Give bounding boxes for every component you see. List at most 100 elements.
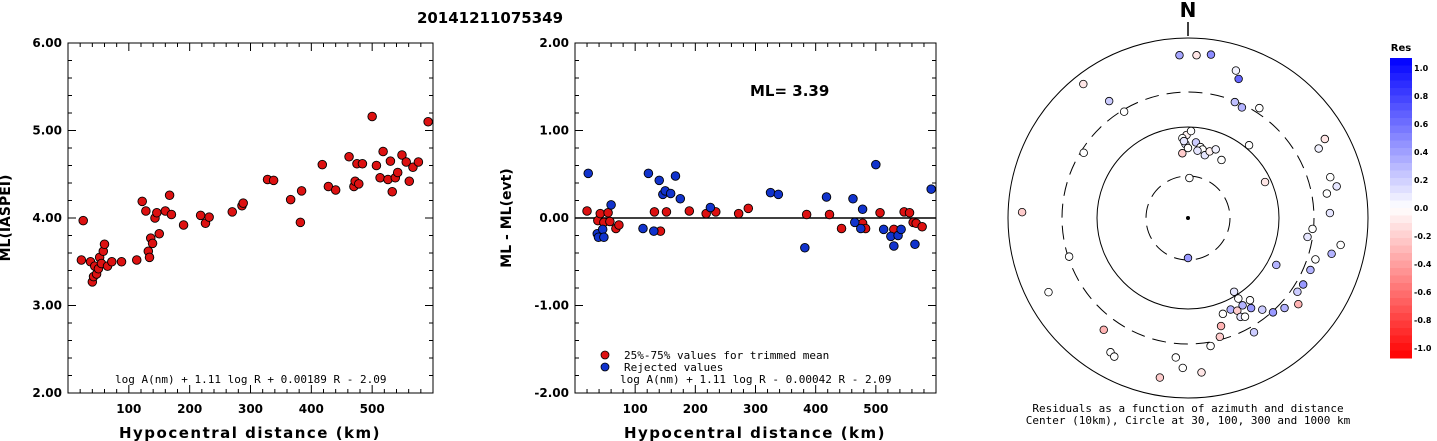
left-data-point bbox=[107, 257, 117, 267]
station-residual-marker bbox=[1215, 332, 1225, 342]
station-residual-marker bbox=[1308, 224, 1317, 234]
station-residual-marker bbox=[1272, 260, 1281, 270]
left-data-point bbox=[375, 172, 385, 183]
station-residual-marker bbox=[1206, 50, 1216, 59]
left-xlabel: Hypocentral distance (km) bbox=[119, 424, 381, 441]
left-x-tick-label: 100 bbox=[116, 402, 141, 416]
left-data-point bbox=[227, 207, 237, 217]
left-data-point bbox=[147, 238, 158, 249]
left-data-point bbox=[404, 176, 415, 186]
station-residual-marker bbox=[1311, 255, 1320, 264]
colorbar-cell bbox=[1390, 208, 1412, 216]
colorbar-cell bbox=[1390, 350, 1412, 359]
left-x-tick-label: 200 bbox=[177, 402, 202, 416]
left-data-point bbox=[178, 220, 189, 230]
colorbar-cell bbox=[1390, 253, 1412, 261]
middle-data-point-trimmed bbox=[836, 223, 847, 234]
left-y-tick-label: 3.00 bbox=[32, 299, 62, 313]
station-residual-marker bbox=[1303, 232, 1312, 242]
station-residual-marker bbox=[1179, 136, 1189, 146]
polar-points bbox=[1017, 50, 1345, 382]
middle-x-tick-label: 300 bbox=[743, 402, 768, 416]
station-residual-marker bbox=[1186, 126, 1196, 136]
colorbar-cell bbox=[1390, 80, 1412, 89]
colorbar-cell bbox=[1390, 178, 1412, 186]
left-data-point bbox=[195, 210, 206, 221]
middle-data-point-rejected bbox=[926, 184, 936, 194]
station-residual-marker bbox=[1110, 352, 1119, 361]
middle-data-point-rejected bbox=[583, 168, 593, 179]
station-residual-marker bbox=[1234, 294, 1243, 303]
colorbar-cell bbox=[1390, 230, 1412, 239]
colorbar-cell bbox=[1390, 110, 1412, 119]
colorbar-ticks: 1.0 0.8 0.6 0.4 0.2 0.0 -0.2 -0.4 -0.6 -0.8 -1.0 bbox=[1414, 64, 1432, 353]
left-y-tick-label: 5.00 bbox=[32, 124, 62, 138]
station-residual-marker bbox=[1231, 66, 1241, 75]
middle-data-point-trimmed bbox=[801, 209, 812, 220]
middle-data-point-trimmed bbox=[661, 207, 672, 217]
station-residual-marker bbox=[1183, 253, 1193, 263]
left-x-tick-label: 500 bbox=[360, 402, 385, 416]
colorbar-cell bbox=[1390, 298, 1412, 306]
colorbar-cell bbox=[1390, 320, 1412, 329]
station-residual-marker bbox=[1178, 149, 1187, 158]
colorbar-cell bbox=[1390, 185, 1412, 194]
ring-300km bbox=[1061, 91, 1315, 345]
colorbar-cell bbox=[1390, 88, 1412, 96]
middle-data-point-rejected bbox=[597, 224, 608, 235]
middle-x-tick-label: 400 bbox=[803, 402, 828, 416]
station-residual-marker bbox=[1306, 265, 1315, 275]
colorbar-tick-label: -1.0 bbox=[1414, 344, 1432, 353]
colorbar-cell bbox=[1390, 328, 1412, 336]
colorbar-cell bbox=[1390, 73, 1412, 81]
colorbar-tick-label: 0.6 bbox=[1414, 120, 1429, 129]
middle-y-tick-label: 1.00 bbox=[539, 124, 569, 138]
middle-data-point-trimmed bbox=[875, 207, 885, 218]
left-y-tick-label: 6.00 bbox=[32, 36, 62, 50]
station-residual-marker bbox=[1314, 144, 1323, 153]
left-data-point bbox=[238, 198, 248, 208]
colorbar-cell bbox=[1390, 125, 1412, 134]
station-residual-marker bbox=[1175, 51, 1184, 60]
station-residual-marker bbox=[1099, 325, 1108, 335]
middle-data-point-rejected bbox=[850, 217, 860, 228]
station-residual-marker bbox=[1234, 74, 1243, 84]
middle-data-point-trimmed bbox=[603, 207, 613, 218]
left-axes: 100 200 300 400 500 2.00 3.00 4.00 5.00 6.00 bbox=[32, 36, 433, 416]
middle-data-point-trimmed bbox=[614, 220, 624, 230]
middle-data-point-trimmed bbox=[733, 208, 744, 219]
middle-data-point-trimmed bbox=[743, 203, 754, 214]
colorbar-cell bbox=[1390, 290, 1412, 299]
legend-trimmed-label: 25%-75% values for trimmed mean bbox=[624, 349, 829, 362]
colorbar-cell bbox=[1390, 245, 1412, 254]
middle-axes: 100 200 300 400 500 -2.00 -1.00 0.00 1.00 2.00 bbox=[534, 36, 936, 416]
colorbar-tick-label: -0.4 bbox=[1414, 260, 1432, 269]
colorbar-title: Res bbox=[1391, 43, 1411, 54]
station-residual-marker bbox=[1185, 173, 1194, 183]
north-label: N bbox=[1180, 0, 1197, 22]
colorbar-cell bbox=[1390, 140, 1412, 149]
left-points bbox=[76, 111, 433, 287]
left-data-point bbox=[152, 207, 162, 218]
left-data-point bbox=[357, 158, 368, 169]
left-data-point bbox=[367, 111, 377, 122]
colorbar-cell bbox=[1390, 215, 1412, 224]
left-data-point bbox=[154, 228, 164, 239]
colorbar-tick-label: 1.0 bbox=[1414, 64, 1429, 73]
left-data-point bbox=[166, 209, 177, 220]
legend-rejected-marker bbox=[600, 362, 610, 372]
station-residual-marker bbox=[1293, 287, 1302, 297]
middle-data-point-trimmed bbox=[605, 216, 615, 227]
middle-data-point-trimmed bbox=[824, 209, 835, 220]
left-plot-frame bbox=[67, 42, 434, 394]
left-x-tick-label: 400 bbox=[299, 402, 324, 416]
left-data-point bbox=[296, 186, 307, 196]
left-y-tick-label: 2.00 bbox=[32, 386, 62, 400]
left-data-point bbox=[392, 167, 403, 178]
middle-data-point-rejected bbox=[638, 223, 648, 234]
station-residual-marker bbox=[1298, 280, 1308, 289]
middle-data-point-rejected bbox=[599, 232, 609, 242]
colorbar-cell bbox=[1390, 283, 1412, 291]
legend-trimmed-marker bbox=[600, 350, 610, 360]
left-data-point bbox=[344, 151, 354, 162]
